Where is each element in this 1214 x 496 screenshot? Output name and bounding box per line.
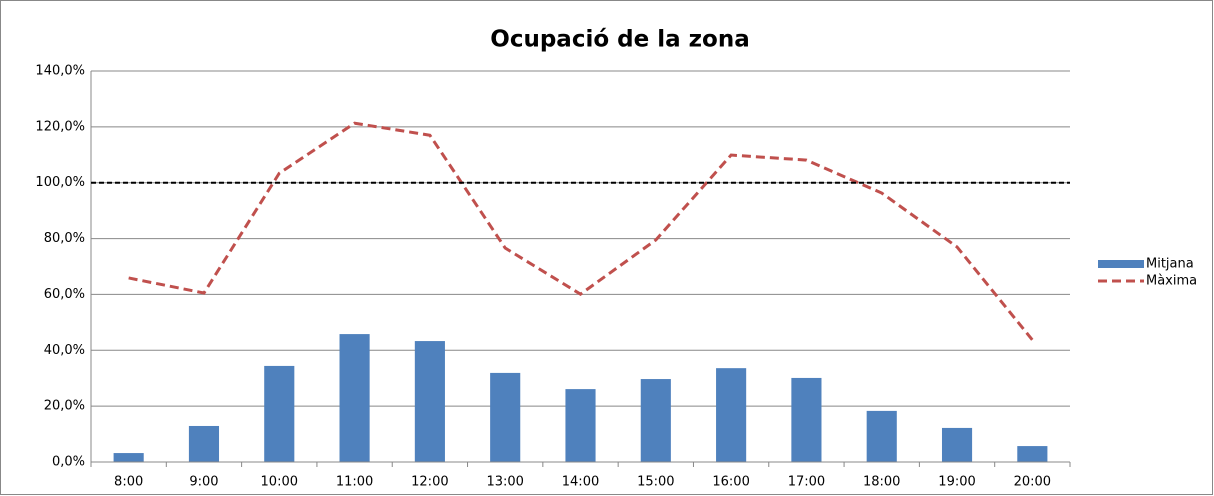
bar [490, 372, 521, 462]
bar [414, 341, 445, 462]
y-tick-label: 60,0% [44, 287, 85, 302]
bar [716, 368, 747, 462]
x-tick-label: 10:00 [261, 475, 298, 490]
bar [941, 427, 973, 462]
bar [188, 425, 220, 462]
bar [640, 379, 671, 462]
chart-title: Ocupació de la zona [490, 27, 749, 53]
x-tick-label: 16:00 [712, 475, 749, 490]
y-tick-label: 120,0% [35, 119, 85, 134]
y-tick-label: 0,0% [52, 455, 85, 470]
bar [113, 453, 144, 462]
legend-swatch [1098, 260, 1144, 268]
bar [565, 389, 596, 462]
legend-label: Mitjana [1146, 257, 1194, 272]
y-tick-label: 80,0% [44, 231, 85, 246]
legend-label: Màxima [1146, 274, 1197, 289]
bar [1017, 446, 1048, 462]
y-tick-label: 20,0% [44, 399, 85, 414]
bar [791, 377, 822, 462]
x-tick-label: 17:00 [788, 475, 825, 490]
x-tick-label: 8:00 [114, 475, 143, 490]
bar [866, 410, 897, 462]
bar [264, 365, 295, 462]
x-tick-label: 18:00 [863, 475, 900, 490]
x-tick-label: 20:00 [1014, 475, 1051, 490]
x-tick-label: 14:00 [562, 475, 599, 490]
bar [339, 334, 370, 462]
y-tick-label: 140,0% [35, 64, 85, 79]
x-tick-label: 12:00 [411, 475, 448, 490]
y-tick-label: 100,0% [35, 175, 85, 190]
y-tick-label: 40,0% [44, 343, 85, 358]
x-tick-label: 13:00 [486, 475, 523, 490]
x-tick-label: 15:00 [637, 475, 674, 490]
x-tick-label: 19:00 [938, 475, 975, 490]
x-tick-label: 11:00 [336, 475, 373, 490]
x-tick-label: 9:00 [189, 475, 218, 490]
line [128, 121, 1034, 341]
